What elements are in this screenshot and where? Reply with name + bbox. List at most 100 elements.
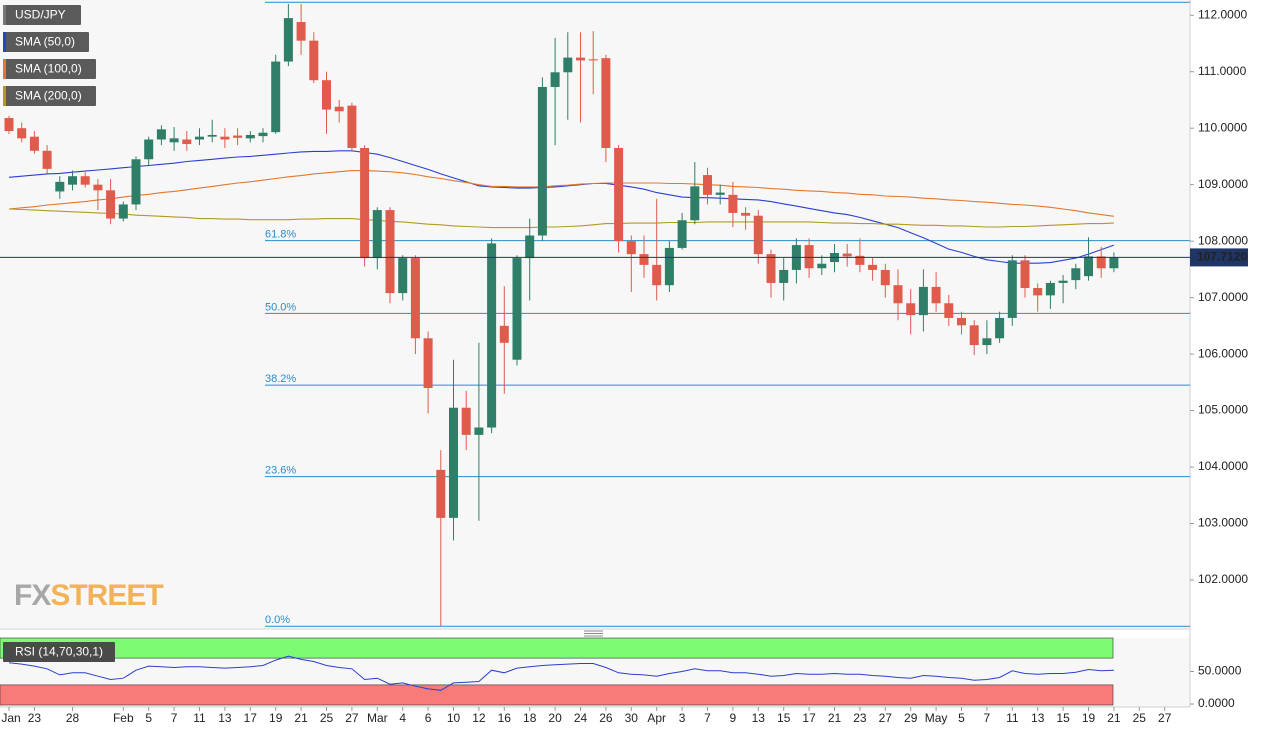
candle-body (817, 263, 827, 269)
x-tick-label: 17 (244, 711, 258, 725)
legend-label: USD/JPY (15, 8, 66, 22)
x-tick-label: 27 (879, 711, 893, 725)
y-tick-label: 103.0000 (1198, 516, 1248, 530)
fib-label: 61.8% (265, 228, 296, 240)
candle-body (220, 136, 230, 140)
legend-box (3, 59, 96, 79)
y-tick-label: 112.0000 (1198, 7, 1247, 21)
y-tick-label: 107.0000 (1198, 290, 1248, 304)
candle-body (664, 247, 674, 286)
x-tick-label: 19 (269, 711, 283, 725)
candle-layer (4, 3, 1119, 627)
fib-label: 23.6% (265, 465, 296, 477)
rsi-band (0, 637, 1114, 659)
rsi-y-tick-label: 50.0000 (1198, 664, 1242, 678)
candle-body (42, 150, 52, 169)
x-tick-label: 25 (1133, 711, 1147, 725)
fib-label: 50.0% (265, 301, 296, 313)
candle-body (436, 469, 446, 518)
x-tick-label: 23 (28, 711, 42, 725)
candle-body (296, 22, 306, 41)
watermark: FXSTREET (14, 579, 163, 612)
legend-label: SMA (50,0) (15, 35, 75, 49)
candle-body (1020, 260, 1030, 289)
candle-body (385, 210, 395, 294)
sma-line (8, 150, 1115, 264)
candle-body (652, 264, 662, 286)
candle-body (957, 317, 966, 326)
x-tick-label: 21 (828, 711, 842, 725)
candle-body (410, 258, 420, 339)
x-tick-label: 23 (853, 711, 867, 725)
resize-handle[interactable] (584, 630, 603, 637)
candle-body (118, 204, 128, 219)
y-tick-label: 109.0000 (1198, 177, 1248, 191)
x-tick-label: 13 (1031, 711, 1045, 725)
candle-body (55, 181, 65, 192)
candle-body (779, 269, 789, 283)
candle-body (576, 57, 585, 61)
y-tick-label: 111.0000 (1198, 64, 1247, 78)
candle-body (880, 269, 890, 286)
candle-body (1096, 256, 1106, 269)
candle-body (639, 254, 649, 265)
x-tick-label: Jan (1, 711, 20, 725)
x-tick-label: 10 (447, 711, 461, 725)
x-tick-label: 19 (1082, 711, 1096, 725)
candle-body (271, 61, 281, 133)
legend-box (3, 86, 96, 106)
legend-swatch (3, 86, 6, 106)
rsi-title: RSI (14,70,30,1) (15, 645, 103, 659)
x-tick-label: 15 (777, 711, 791, 725)
sma-line (8, 208, 1114, 229)
legend-swatch (3, 32, 6, 52)
candle-body (766, 254, 776, 283)
last-price-box (1190, 248, 1248, 267)
candle-body (703, 175, 712, 195)
candle-body (106, 190, 116, 219)
x-tick-label: Mar (367, 711, 388, 725)
candle-body (68, 176, 77, 185)
x-tick-label: 5 (145, 711, 152, 725)
candle-body (4, 118, 14, 132)
candle-body (1058, 280, 1068, 283)
candle-body (753, 215, 763, 255)
candle-body (372, 210, 382, 259)
candle-body (1109, 257, 1119, 269)
x-tick-label: 15 (1056, 711, 1070, 725)
x-tick-label: 27 (345, 711, 359, 725)
overlay-layer: 112.0000111.0000110.0000109.0000108.0000… (0, 5, 1248, 725)
candle-body (334, 106, 344, 112)
candle-body (931, 286, 941, 304)
candle-body (918, 286, 928, 316)
candle-body (804, 245, 814, 269)
candle-body (1084, 256, 1093, 277)
rsi-band (0, 684, 1114, 706)
candle-body (398, 258, 408, 294)
candle-body (944, 303, 954, 318)
candle-body (499, 325, 509, 343)
legend-swatch (3, 59, 6, 79)
candle-body (93, 184, 103, 191)
candle-body (512, 258, 522, 360)
rsi-line (8, 655, 1114, 691)
x-tick-label: 24 (574, 711, 588, 725)
candle-body (601, 58, 611, 148)
candle-body (449, 407, 458, 518)
candle-body (728, 194, 738, 213)
x-tick-label: 6 (425, 711, 432, 725)
y-tick-label: 108.0000 (1198, 233, 1248, 247)
candle-body (525, 235, 535, 259)
sma-line (8, 170, 1114, 217)
x-tick-label: 17 (802, 711, 816, 725)
watermark-street: STREET (50, 579, 163, 612)
candle-body (487, 243, 497, 428)
watermark-fx: FX (14, 579, 51, 612)
candle-body (131, 159, 141, 205)
candle-body (1007, 260, 1017, 318)
candle-body (474, 427, 484, 435)
x-tick-label: 18 (523, 711, 537, 725)
x-tick-label: 16 (498, 711, 512, 725)
